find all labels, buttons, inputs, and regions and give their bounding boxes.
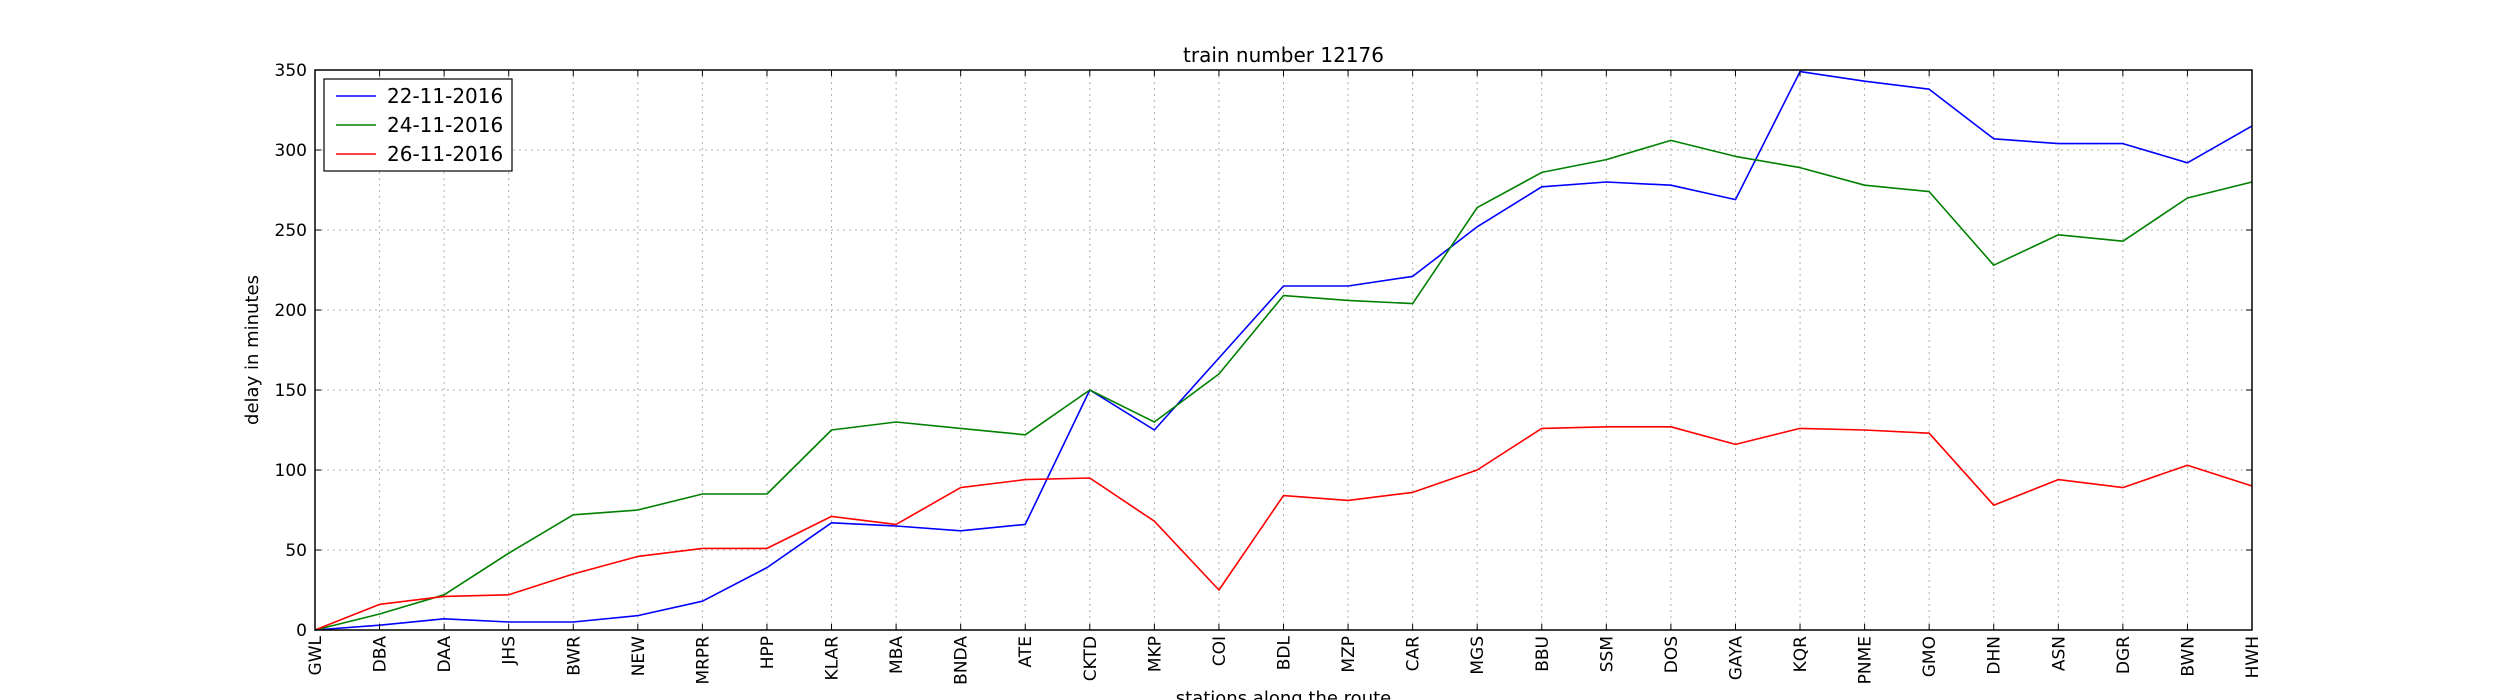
x-tick-label: MBA xyxy=(887,636,907,674)
x-tick-label: DGR xyxy=(2114,636,2134,674)
x-tick-label: ATE xyxy=(1016,636,1036,667)
x-tick-label: BWR xyxy=(564,636,584,676)
x-tick-label: DAA xyxy=(435,636,455,673)
x-tick-label: CKTD xyxy=(1081,636,1101,681)
x-tick-label: CAR xyxy=(1404,636,1424,671)
x-tick-label: BBU xyxy=(1533,636,1553,672)
x-tick-label: BDL xyxy=(1275,635,1295,670)
series-layer xyxy=(314,70,2253,631)
legend-label: 22-11-2016 xyxy=(387,84,503,108)
y-tick-label: 200 xyxy=(275,301,307,321)
x-tick-label: MGS xyxy=(1468,636,1488,675)
y-tick-label: 150 xyxy=(275,381,307,401)
tick-layer: GWL DBA DAA JHS BWR NEW MRPR HPP KLAR MBA BNDA ATE C… xyxy=(275,61,2263,685)
chart-title: train number 12176 xyxy=(1183,43,1384,67)
legend-label: 24-11-2016 xyxy=(387,113,503,137)
x-tick-label: DBA xyxy=(371,636,391,673)
x-tick-label: MRPR xyxy=(693,636,713,685)
y-tick-label: 350 xyxy=(275,61,307,81)
series-line-22-11-2016 xyxy=(314,70,2253,631)
x-tick-label: BNDA xyxy=(952,636,972,685)
y-tick-label: 300 xyxy=(275,141,307,161)
x-tick-label: GAYA xyxy=(1726,636,1746,681)
legend-label: 26-11-2016 xyxy=(387,142,503,166)
x-tick-label: DOS xyxy=(1662,636,1682,673)
x-tick-label: KLAR xyxy=(823,636,843,681)
x-tick-label: GMO xyxy=(1920,636,1940,677)
y-tick-label: 100 xyxy=(275,461,307,481)
y-tick-label: 50 xyxy=(285,541,307,561)
x-tick-label: HPP xyxy=(758,636,778,669)
x-tick-label: COI xyxy=(1210,636,1230,666)
y-tick-label: 0 xyxy=(296,621,307,641)
series-line-26-11-2016 xyxy=(314,425,2253,631)
x-tick-label: GWL xyxy=(306,635,326,675)
x-axis-label: stations along the route xyxy=(1176,688,1391,700)
x-tick-label: SSM xyxy=(1597,636,1617,672)
x-tick-label: MZP xyxy=(1339,636,1359,673)
x-tick-label: BWN xyxy=(2178,636,2198,677)
x-tick-label: HWH xyxy=(2243,636,2263,678)
x-tick-label: DHN xyxy=(1985,636,2005,675)
y-tick-label: 250 xyxy=(275,221,307,241)
x-tick-label: KQR xyxy=(1791,636,1811,673)
grid-layer xyxy=(315,70,2252,630)
x-tick-label: MKP xyxy=(1145,636,1165,672)
x-tick-label: JHS xyxy=(500,636,520,666)
series-line-24-11-2016 xyxy=(314,139,2253,631)
y-axis-label: delay in minutes xyxy=(242,275,263,425)
legend: 22-11-2016 24-11-2016 26-11-2016 xyxy=(323,78,513,172)
x-tick-label: PNME xyxy=(1856,636,1876,684)
x-tick-label: ASN xyxy=(2049,636,2069,671)
x-tick-label: NEW xyxy=(629,636,649,676)
